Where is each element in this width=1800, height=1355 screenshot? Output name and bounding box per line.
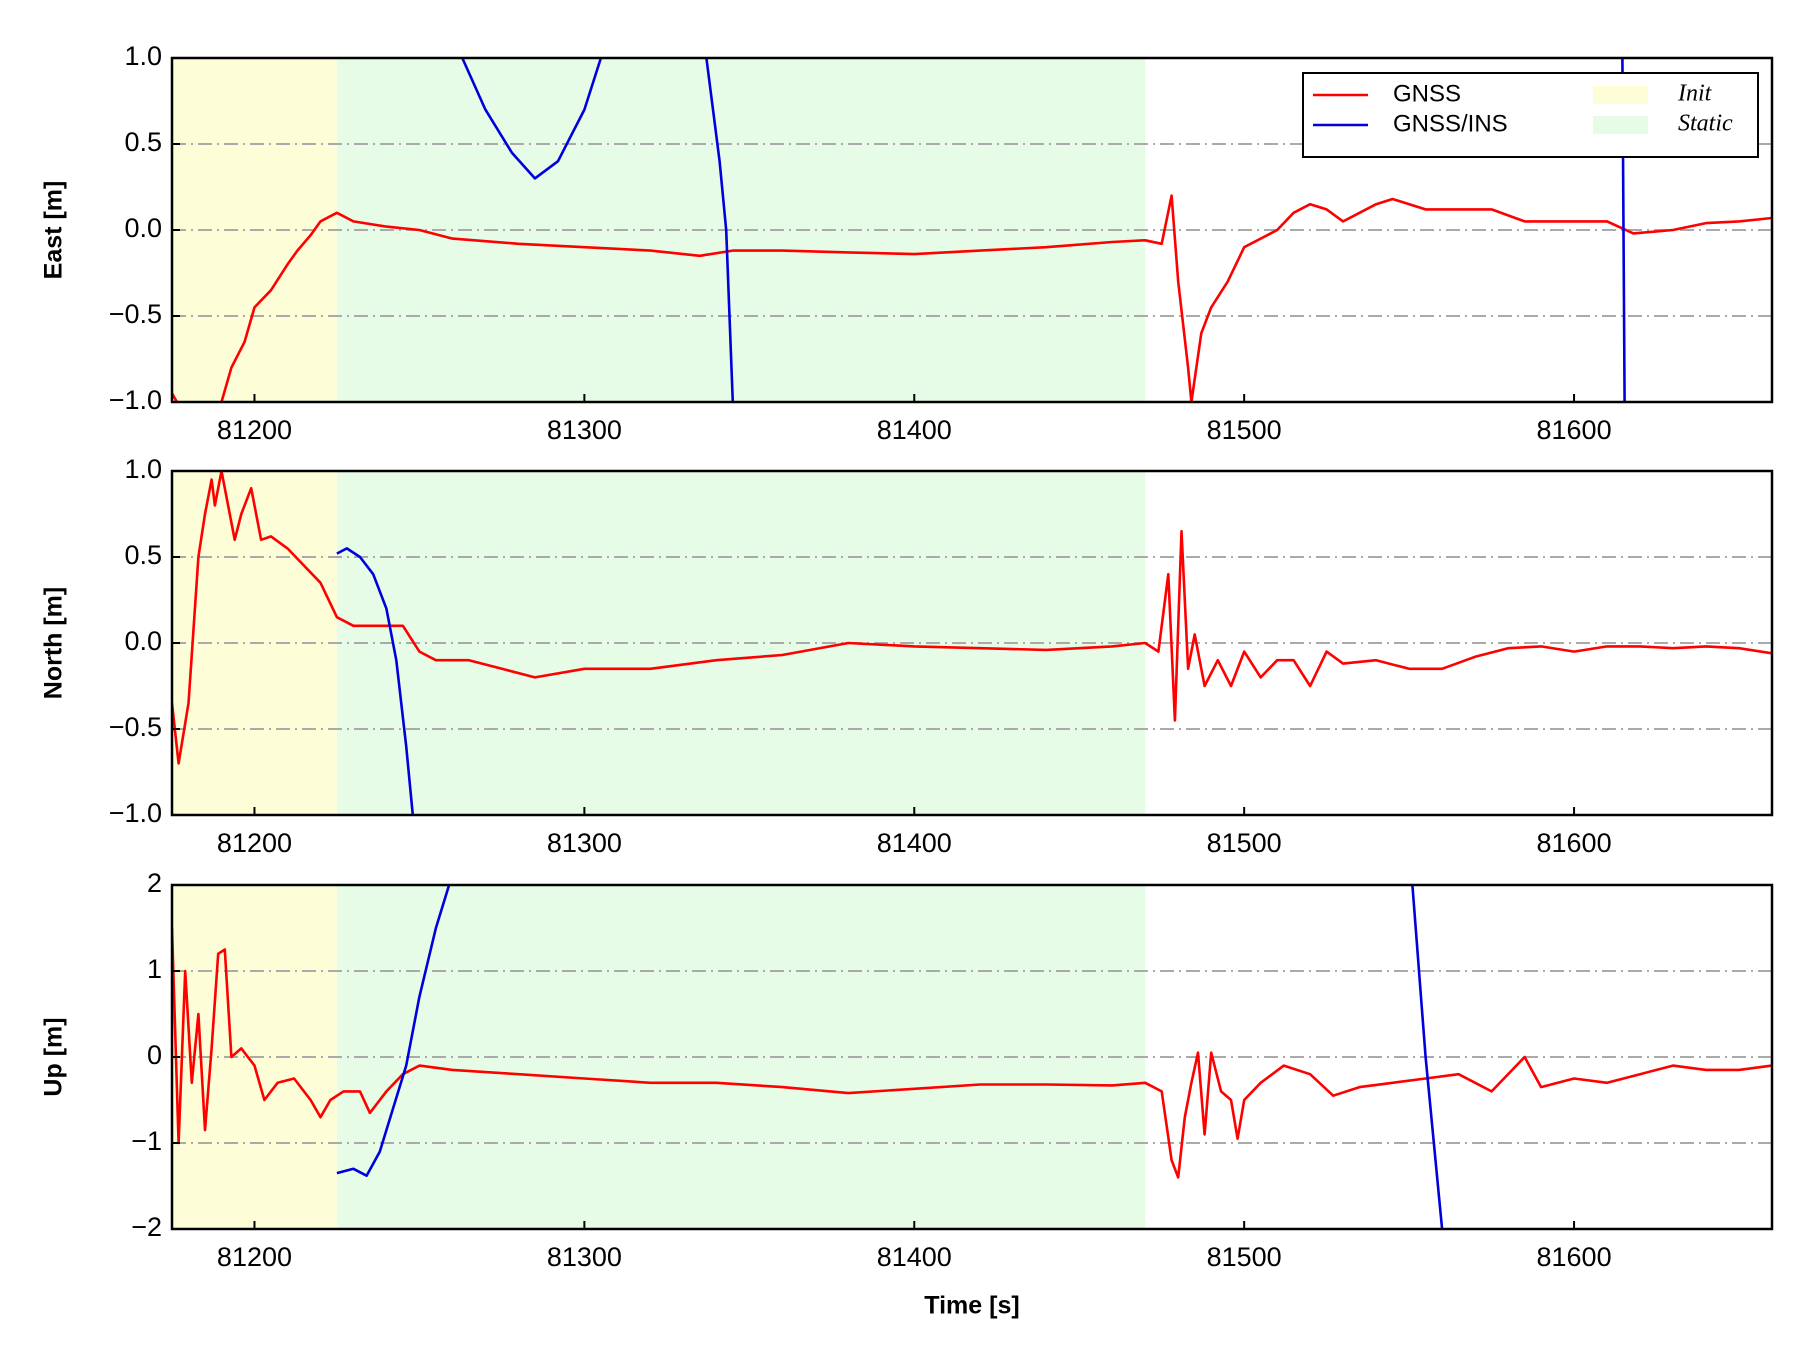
x-tick-label: 81300 — [547, 415, 622, 445]
x-tick-label: 81300 — [547, 828, 622, 858]
x-tick-label: 81600 — [1537, 415, 1612, 445]
y-tick-label: 2 — [147, 868, 162, 898]
x-tick-label: 81600 — [1537, 1242, 1612, 1272]
series-line — [460, 58, 1626, 402]
axes-frame — [170, 469, 1774, 817]
y-tick-label: −2 — [131, 1212, 162, 1242]
series-line — [172, 471, 1772, 765]
legend-patch — [1593, 116, 1648, 134]
y-tick-label: 1 — [147, 954, 162, 984]
y-tick-label: 0 — [147, 1040, 162, 1070]
legend-box — [1302, 72, 1759, 158]
panel: −2 −1 0 1 2 81200 81300 81400 81500 81600 Up [m] Ti… — [40, 868, 1774, 1320]
y-tick-label: 0.5 — [124, 127, 162, 157]
legend-label: Init — [1677, 81, 1713, 107]
y-tick-label: 1.0 — [124, 41, 162, 71]
panel: −1.0 −0.5 0.0 0.5 1.0 81200 81300 81400 81500 816… — [40, 41, 1774, 445]
legend-label: Static — [1678, 111, 1733, 137]
panel: −1.0 −0.5 0.0 0.5 1.0 81200 81300 81400 81500 816… — [40, 454, 1774, 858]
y-tick-label: 0.5 — [124, 540, 162, 570]
x-tick-label: 81200 — [217, 1242, 292, 1272]
y-tick-label: −0.5 — [109, 712, 162, 742]
legend-patch — [1593, 86, 1648, 104]
series-line — [172, 194, 1772, 402]
x-tick-label: 81400 — [877, 415, 952, 445]
legend: GNSS GNSS/INS Init Static — [1302, 72, 1759, 158]
x-tick-label: 81500 — [1207, 415, 1282, 445]
x-tick-label: 81400 — [877, 1242, 952, 1272]
axes-frame — [170, 56, 1774, 404]
x-tick-label: 81500 — [1207, 828, 1282, 858]
y-tick-label: 0.0 — [124, 626, 162, 656]
x-tick-label: 81200 — [217, 415, 292, 445]
legend-label: GNSS/INS — [1393, 110, 1508, 137]
axes-frame — [170, 883, 1774, 1231]
plot-area — [172, 58, 1772, 402]
y-tick-label: 0.0 — [124, 213, 162, 243]
y-axis-label: East [m] — [40, 181, 68, 280]
x-tick-label: 81500 — [1207, 1242, 1282, 1272]
x-tick-label: 81200 — [217, 828, 292, 858]
x-tick-label: 81300 — [547, 1242, 622, 1272]
y-axis-label: Up [m] — [40, 1017, 68, 1096]
y-tick-label: −1.0 — [109, 798, 162, 828]
y-tick-label: −1 — [131, 1126, 162, 1156]
y-tick-label: −0.5 — [109, 299, 162, 329]
series-line — [336, 547, 415, 815]
y-axis-label: North [m] — [40, 587, 68, 699]
x-tick-label: 81400 — [877, 828, 952, 858]
y-tick-label: 1.0 — [124, 454, 162, 484]
y-tick-label: −1.0 — [109, 385, 162, 415]
legend-label: GNSS — [1393, 80, 1461, 107]
plot-area — [172, 885, 1772, 1229]
x-axis-label: Time [s] — [924, 1292, 1019, 1320]
x-tick-label: 81600 — [1537, 828, 1612, 858]
plot-area — [172, 471, 1772, 815]
series-line — [172, 927, 1772, 1179]
series-line — [336, 885, 1444, 1229]
